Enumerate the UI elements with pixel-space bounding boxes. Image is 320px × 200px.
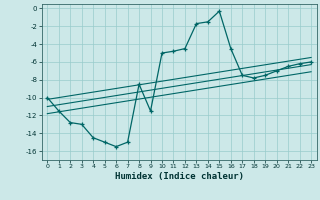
X-axis label: Humidex (Indice chaleur): Humidex (Indice chaleur): [115, 172, 244, 181]
